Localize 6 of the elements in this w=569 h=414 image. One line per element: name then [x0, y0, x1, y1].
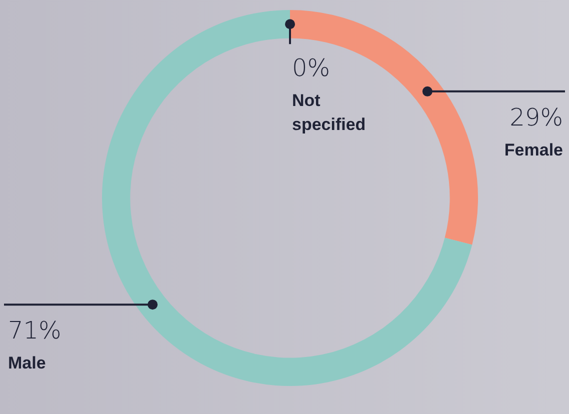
slice-label: Male [8, 354, 46, 373]
text: 0% [292, 54, 330, 82]
data-label: 29% [510, 103, 563, 132]
data-label: 71% [8, 316, 62, 345]
slice-label: Female [504, 140, 563, 160]
category-label: Not specified [292, 91, 366, 134]
